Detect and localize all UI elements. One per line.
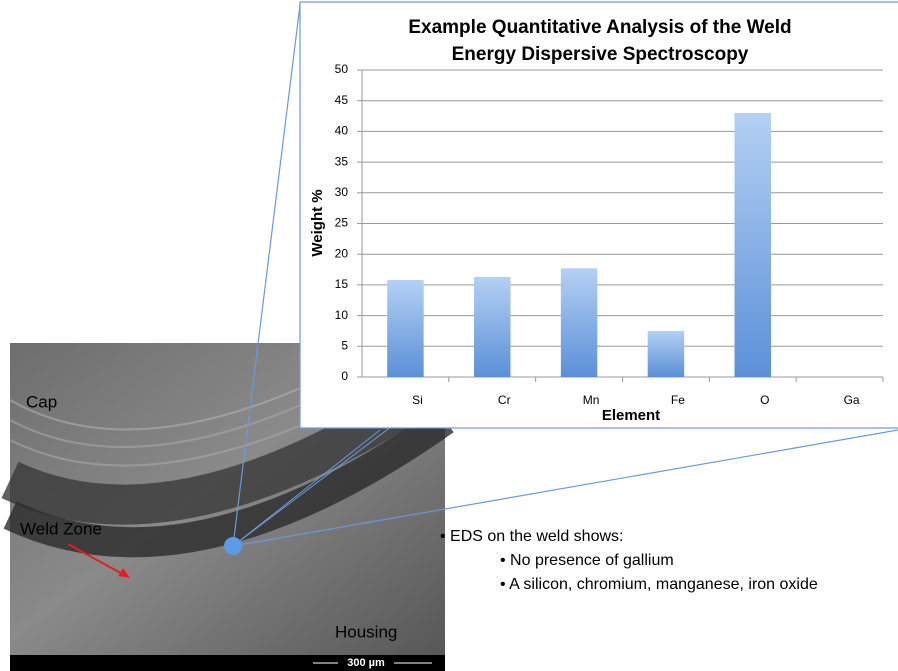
scale-bar-label: 300 µm [347,657,385,669]
y-tick-label: 40 [335,124,349,138]
cap-label: Cap [26,392,57,411]
y-tick-label: 30 [335,185,349,199]
x-tick-label: Ga [844,393,860,407]
bar [735,113,771,377]
page: Cap Weld Zone Housing 300 µm Example Qua… [0,0,898,671]
x-tick-label: Cr [498,393,511,407]
x-tick-label: Fe [671,393,685,407]
bar [561,268,597,377]
y-tick-label: 45 [335,93,349,107]
bullet-heading: • EDS on the weld shows: [440,528,623,545]
bar [648,331,684,377]
housing-label: Housing [335,622,397,641]
y-tick-label: 35 [335,154,349,168]
slide: Cap Weld Zone Housing 300 µm Example Qua… [0,0,898,671]
bar [474,277,510,377]
y-axis-label: Weight % [309,189,326,256]
y-tick-label: 0 [341,369,348,383]
y-tick-label: 10 [335,308,349,322]
chart-title: Energy Dispersive Spectroscopy [452,44,749,65]
y-tick-label: 25 [335,216,349,230]
x-tick-label: O [760,393,769,407]
bar [387,280,423,377]
y-tick-label: 15 [335,277,349,291]
weld-zone-label: Weld Zone [20,519,102,538]
bullet-item: • A silicon, chromium, manganese, iron o… [500,576,818,593]
sample-point [224,537,242,555]
y-tick-label: 5 [341,338,348,352]
y-tick-label: 50 [335,62,349,76]
chart-title: Example Quantitative Analysis of the Wel… [408,17,791,38]
bullet-item: • No presence of gallium [500,552,674,569]
x-axis-label: Element [602,407,660,424]
x-tick-label: Mn [583,393,600,407]
y-tick-label: 20 [335,246,349,260]
x-tick-label: Si [412,393,423,407]
